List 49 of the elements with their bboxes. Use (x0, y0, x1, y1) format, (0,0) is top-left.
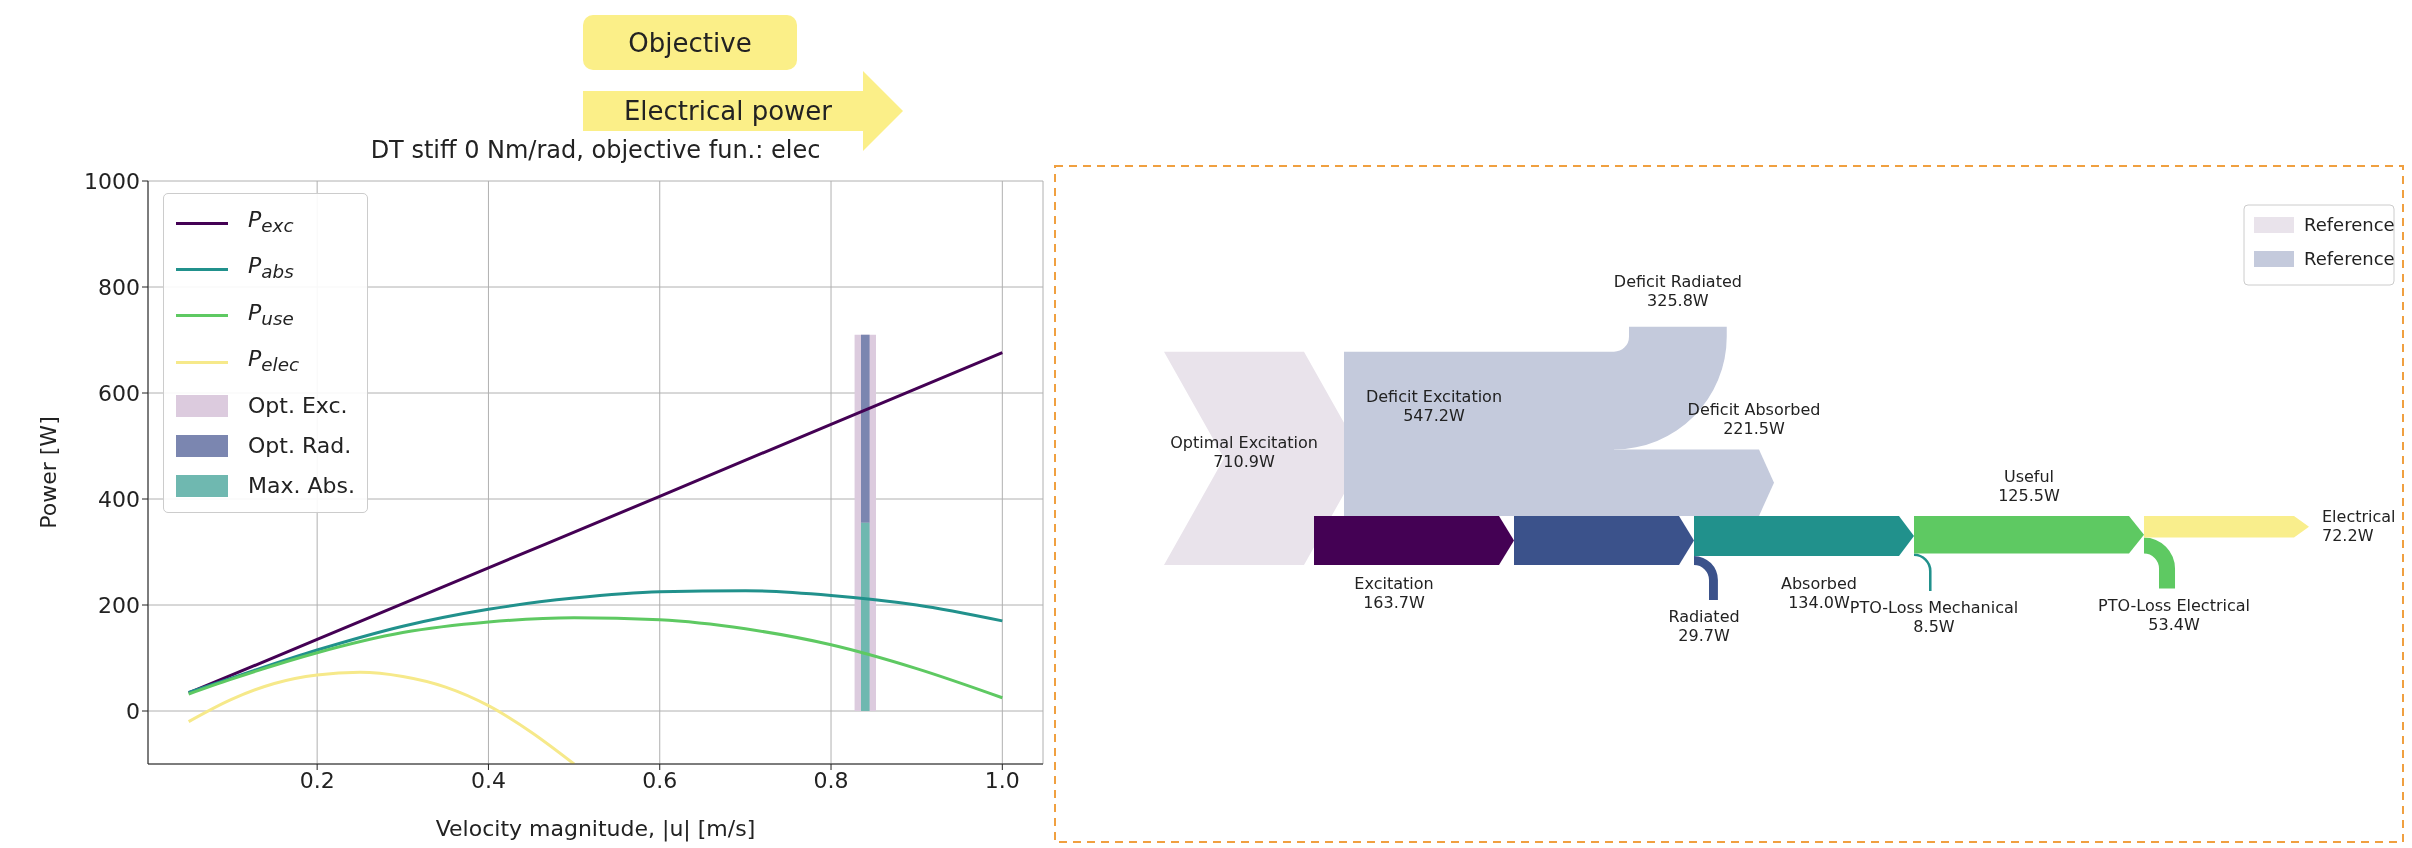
x-tick-label: 0.4 (470, 767, 506, 793)
category-label: Electrical (2322, 506, 2396, 526)
x-tick-label: 1.0 (984, 767, 1020, 793)
x-tick-label: 0.6 (642, 767, 678, 793)
data-label: 221.5W (1723, 419, 1785, 439)
legend-label: Reference (2304, 214, 2395, 235)
category-label: Useful (2003, 466, 2055, 486)
data-label: 53.4W (2148, 614, 2200, 634)
category-label: Optimal Excitation (1170, 433, 1318, 453)
legend-label: Opt. Exc. (248, 391, 348, 420)
category-label: Absorbed (1781, 574, 1857, 593)
category-label: PTO-Loss Mechanical (1849, 598, 2019, 618)
category-label: Excitation (1354, 574, 1434, 593)
category-label: Deficit Absorbed (1687, 400, 1821, 420)
data-label: 547.2W (1403, 405, 1465, 425)
text: Electrical power (622, 95, 834, 128)
category-label: Deficit Excitation (1365, 386, 1503, 406)
x-tick-label: 0.2 (299, 767, 335, 793)
x-axis-title: Velocity magnitude, |u| [m/s] (435, 816, 756, 842)
legend-label: Reference (2304, 248, 2395, 269)
x-tick-label: 0.8 (813, 767, 849, 793)
y-tick-label: 0 (126, 698, 140, 724)
legend-label: Max. Abs. (248, 471, 355, 500)
data-label: 163.7W (1363, 593, 1425, 612)
y-tick-label: 1000 (84, 168, 140, 194)
label-box: Objective (583, 15, 797, 70)
legend-label: P$_{abs}$ (248, 253, 294, 283)
legend-label: Opt. Rad. (248, 431, 352, 460)
category-label: Deficit Radiated (1613, 271, 1742, 291)
y-tick-label: 200 (98, 592, 140, 618)
data-label: 8.5W (1913, 617, 1955, 637)
data-label: 325.8W (1647, 290, 1709, 310)
y-tick-label: 400 (98, 486, 140, 512)
y-axis-title: Power [W] (35, 416, 61, 529)
line-series (187, 670, 576, 764)
legend-label: P$_{use}$ (248, 299, 294, 330)
category-label: PTO-Loss Electrical (2098, 595, 2250, 615)
category-label: Radiated (1668, 607, 1740, 626)
line-series (187, 616, 1004, 700)
y-tick-label: 600 (98, 380, 140, 406)
data-label: 29.7W (1678, 626, 1730, 645)
data-label: 134.0W (1788, 593, 1850, 612)
data-label: 125.5W (1998, 485, 2060, 505)
legend-label: P$_{elec}$ (248, 346, 300, 376)
legend-label: P$_{exc}$ (248, 207, 294, 237)
chart-title: DT stiff 0 Nm/rad, objective fun.: elec (369, 136, 822, 164)
data-label: 710.9W (1213, 452, 1275, 472)
y-tick-label: 800 (98, 274, 140, 300)
data-label: 72.2W (2322, 525, 2374, 545)
